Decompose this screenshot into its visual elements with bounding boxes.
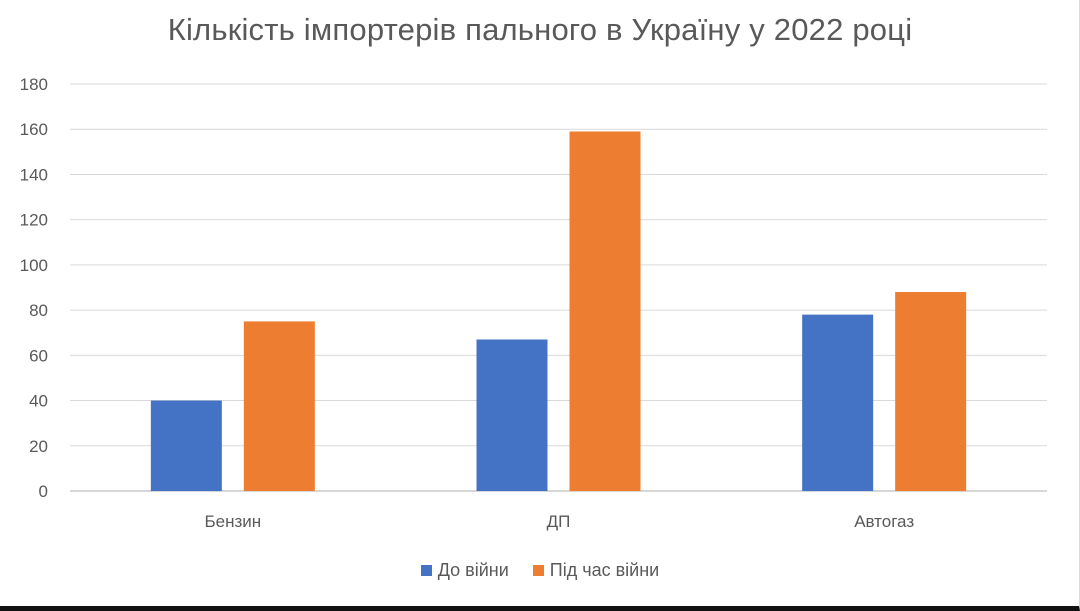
legend-item-1: Під час війни	[532, 560, 660, 581]
category-label-0: Бензин	[204, 512, 261, 531]
y-tick-label-120: 120	[20, 211, 48, 230]
y-tick-label-20: 20	[29, 437, 48, 456]
legend-swatch-1	[532, 565, 544, 576]
y-tick-label-40: 40	[29, 392, 48, 411]
y-tick-label-60: 60	[29, 346, 48, 365]
chart-title: Кількість імпортерів пального в Україну …	[167, 12, 913, 47]
y-tick-label-80: 80	[29, 301, 48, 320]
chart-legend: До війни Під час війни	[0, 560, 1080, 581]
y-tick-label-140: 140	[20, 165, 48, 184]
bar-during-war-2	[895, 292, 967, 491]
bar-before-war-2	[802, 314, 874, 491]
bar-before-war-0	[150, 400, 222, 491]
bar-during-war-1	[569, 131, 641, 491]
category-label-2: Автогаз	[854, 512, 914, 531]
category-label-1: ДП	[547, 512, 571, 531]
y-tick-label-0: 0	[39, 482, 48, 501]
y-tick-label-160: 160	[20, 120, 48, 139]
bar-before-war-1	[476, 339, 548, 491]
y-tick-label-100: 100	[20, 256, 48, 275]
legend-swatch-0	[420, 565, 432, 576]
legend-label-1: Під час війни	[549, 560, 660, 580]
bar-during-war-0	[243, 321, 315, 491]
legend-item-0: До війни	[420, 560, 509, 581]
y-tick-label-180: 180	[20, 75, 48, 94]
legend-label-0: До війни	[437, 560, 509, 580]
